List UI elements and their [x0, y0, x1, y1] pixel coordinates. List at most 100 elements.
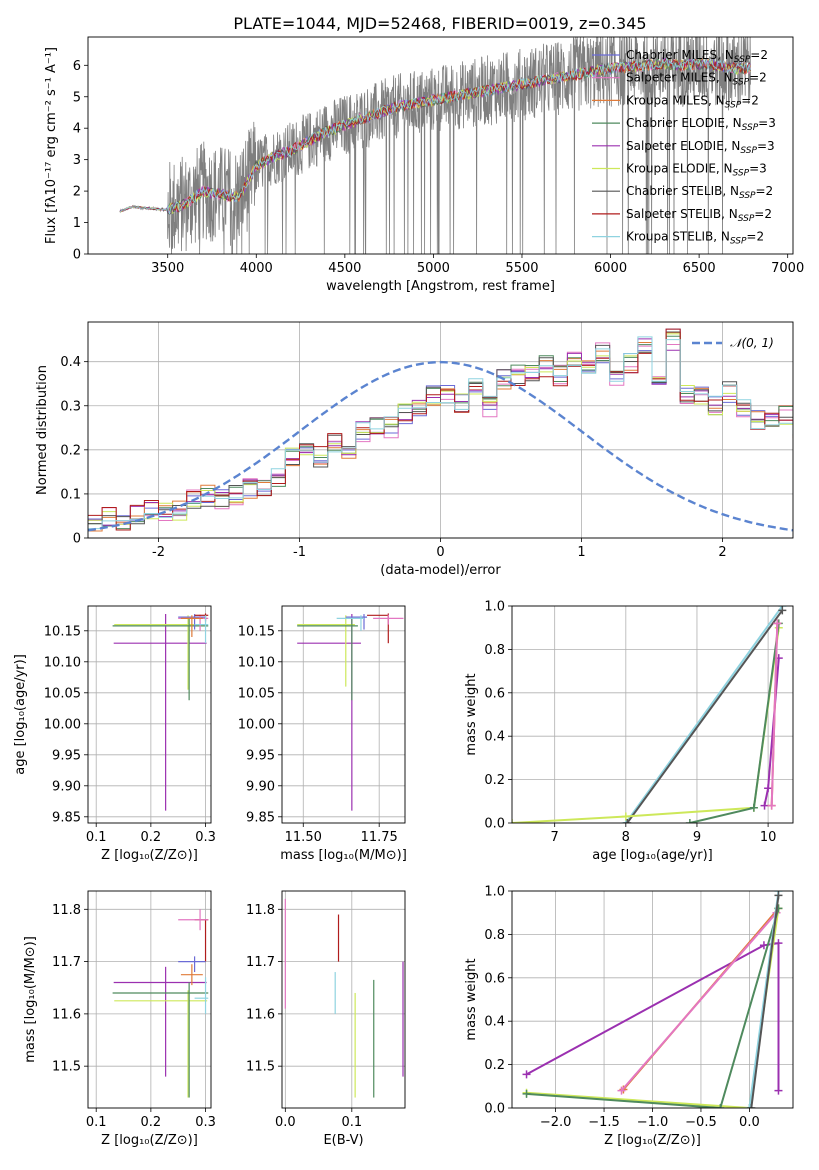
spectrum-ylabel: Flux [fλ10⁻¹⁷ erg cm⁻² s⁻¹ A⁻¹]: [44, 47, 59, 244]
residuals-axes: -2 -1 0 1 2 0 0.1 0.2 0.3 0.4 (data-model)/error No…: [35, 322, 793, 578]
legend-entry: Kroupa STELIB, NSSP=2: [626, 230, 764, 247]
legend-entry: Chabrier MILES, NSSP=2: [626, 48, 768, 65]
mass_vs_Z-xtick-label: 0.1: [86, 1115, 107, 1130]
massweight_vs_Z-marker: [747, 1104, 756, 1108]
massweight_vs_age-marker: [767, 801, 776, 810]
mass_vs_ebv-xtick-label: 0.1: [341, 1115, 362, 1130]
massweight_vs_Z-ytick-label: 0.2: [484, 1058, 505, 1073]
legend-entry: Chabrier STELIB, NSSP=2: [626, 184, 773, 201]
spectrum-model-line: [119, 57, 751, 215]
massweight_vs_Z-xlabel: Z [log₁₀(Z/Z⊙)]: [604, 1133, 701, 1148]
massweight_vs_age-data: [512, 606, 787, 823]
massweight_vs_age-ytick-label: 0.6: [484, 686, 505, 701]
legend-entry: Salpeter ELODIE, NSSP=3: [626, 139, 775, 156]
residuals-xtick-label: 2: [718, 545, 726, 560]
age_vs_Z-ytick-label: 10.15: [44, 624, 81, 639]
residuals-frame: [87, 321, 794, 539]
age_vs_Z-ytick-label: 10.05: [44, 686, 81, 701]
age_vs_mass-axes: 11.50 11.75 9.85 9.90 9.95 10.00 10.05 10.10 10.…: [238, 606, 407, 863]
massweight_vs_age-marker: [621, 812, 630, 821]
mass_vs_Z-xtick-label: 0.3: [195, 1115, 216, 1130]
mass_vs_Z-ytick-label: 11.7: [52, 955, 81, 970]
massweight_vs_age-marker: [760, 801, 769, 810]
massweight_vs_age-marker: [749, 803, 758, 812]
spectrum-xtick-label: 4500: [328, 261, 361, 276]
massweight_vs_Z-ytick-label: 0.6: [484, 971, 505, 986]
spectrum-frame: [87, 36, 794, 255]
massweight_vs_age-marker: [685, 819, 694, 823]
residuals-ytick-label: 0.1: [60, 487, 81, 502]
massweight_vs_age-series-line: [770, 623, 779, 806]
massweight_vs_age-ytick-label: 0.8: [484, 643, 505, 658]
spectrum-xtick-label: 7000: [771, 261, 804, 276]
massweight_vs_Z-xtick-label: −1.0: [637, 1115, 669, 1130]
massweight_vs_Z-xtick-label: −1.5: [588, 1115, 620, 1130]
spectrum-xtick-label: 3500: [151, 261, 184, 276]
age_vs_mass-data: [297, 613, 404, 811]
residuals-ylabel: Normed distribution: [35, 365, 50, 495]
residuals-step-line: [88, 338, 793, 526]
mass_vs_Z-xtick-label: 0.2: [141, 1115, 162, 1130]
age_vs_mass-xlabel: mass [log₁₀(M/M⊙)]: [280, 848, 407, 863]
spectrum-data: [119, 37, 751, 254]
age_vs_Z-frame: [87, 605, 212, 824]
age_vs_mass-ytick-label: 10.00: [238, 717, 275, 732]
massweight_vs_Z-ylabel: mass weight: [464, 958, 479, 1040]
spectrum-ytick-label: 1: [73, 216, 81, 231]
spectrum-ytick-label: 5: [73, 90, 81, 105]
massweight_vs_Z-axes: −2.0 −1.5 −1.0 −0.5 0.0 0.0 0.2 0.4 0.6 0.8 1.0 Z […: [464, 885, 793, 1148]
age_vs_Z-data: [112, 613, 209, 811]
residuals-ytick-label: 0.4: [60, 355, 81, 370]
mass_vs_Z-frame: [87, 890, 212, 1109]
massweight_vs_age-series-line: [624, 606, 784, 823]
massweight_vs_Z-ytick-label: 0.4: [484, 1015, 505, 1030]
massweight_vs_age-xlabel: age [log₁₀(age/yr)]: [592, 848, 713, 863]
massweight_vs_Z-xtick-label: −0.5: [685, 1115, 717, 1130]
massweight_vs_age-xtick-label: 10: [760, 830, 777, 845]
mass_vs_Z-ylabel: mass [log₁₀(M/M⊙)]: [23, 936, 38, 1063]
residuals-ytick-label: 0.2: [60, 443, 81, 458]
mass_vs_Z-xlabel: Z [log₁₀(Z/Z⊙)]: [101, 1133, 198, 1148]
massweight_vs_age-xtick-label: 8: [622, 830, 630, 845]
residuals-xtick-label: -2: [152, 545, 165, 560]
massweight_vs_Z-series-line: [620, 912, 778, 1092]
age_vs_mass-ytick-label: 9.85: [246, 810, 275, 825]
age_vs_Z-xlabel: Z [log₁₀(Z/Z⊙)]: [101, 848, 198, 863]
mass_vs_ebv-xlabel: E(B-V): [323, 1133, 363, 1148]
spectrum-xtick-label: 6000: [594, 261, 627, 276]
age_vs_mass-ytick-label: 10.15: [238, 624, 275, 639]
residuals-xtick-label: -1: [293, 545, 306, 560]
massweight_vs_Z-xtick-label: 0.0: [739, 1115, 760, 1130]
age_vs_Z-axes: 0.1 0.2 0.3 9.85 9.90 9.95 10.00 10.05 10.10 10.1…: [13, 606, 216, 863]
massweight_vs_age-ytick-label: 0.0: [484, 817, 505, 832]
massweight_vs_Z-marker: [522, 1070, 531, 1079]
residuals-step-line: [88, 332, 793, 532]
age_vs_mass-ytick-label: 9.90: [246, 779, 275, 794]
massweight_vs_Z-marker: [774, 939, 783, 948]
age_vs_Z-ylabel: age [log₁₀(age/yr)]: [13, 654, 28, 775]
age_vs_Z-ytick-label: 9.90: [52, 779, 81, 794]
massweight_vs_age-marker: [764, 784, 773, 793]
age_vs_mass-xtick-label: 11.75: [361, 830, 398, 845]
massweight_vs_age-ytick-label: 0.2: [484, 773, 505, 788]
age_vs_Z-xtick-label: 0.2: [141, 830, 162, 845]
residuals-step-line: [88, 342, 793, 522]
residuals-step-line: [88, 336, 793, 530]
mass_vs_Z-ytick-label: 11.5: [52, 1060, 81, 1075]
age_vs_Z-ytick-label: 9.95: [52, 748, 81, 763]
mass_vs_ebv-ytick-label: 11.6: [246, 1007, 275, 1022]
mass_vs_Z-data: [112, 909, 209, 1098]
spectrum-ytick-label: 2: [73, 185, 81, 200]
legend-entry: Kroupa ELODIE, NSSP=3: [626, 162, 767, 179]
age_vs_Z-ytick-label: 10.10: [44, 655, 81, 670]
mass_vs_ebv-ytick-label: 11.8: [246, 903, 275, 918]
massweight_vs_Z-frame: [511, 890, 794, 1109]
figure-title: PLATE=1044, MJD=52468, FIBERID=0019, z=0…: [233, 14, 646, 33]
mass_vs_ebv-data: [284, 898, 404, 1098]
residuals-xlabel: (data-model)/error: [380, 563, 501, 578]
spectrum-ytick-label: 4: [73, 122, 81, 137]
spectrum-xtick-label: 4000: [240, 261, 273, 276]
spectrum-legend: Chabrier MILES, NSSP=2 Salpeter MILES, NS…: [592, 48, 776, 247]
residuals-data: [88, 328, 793, 532]
